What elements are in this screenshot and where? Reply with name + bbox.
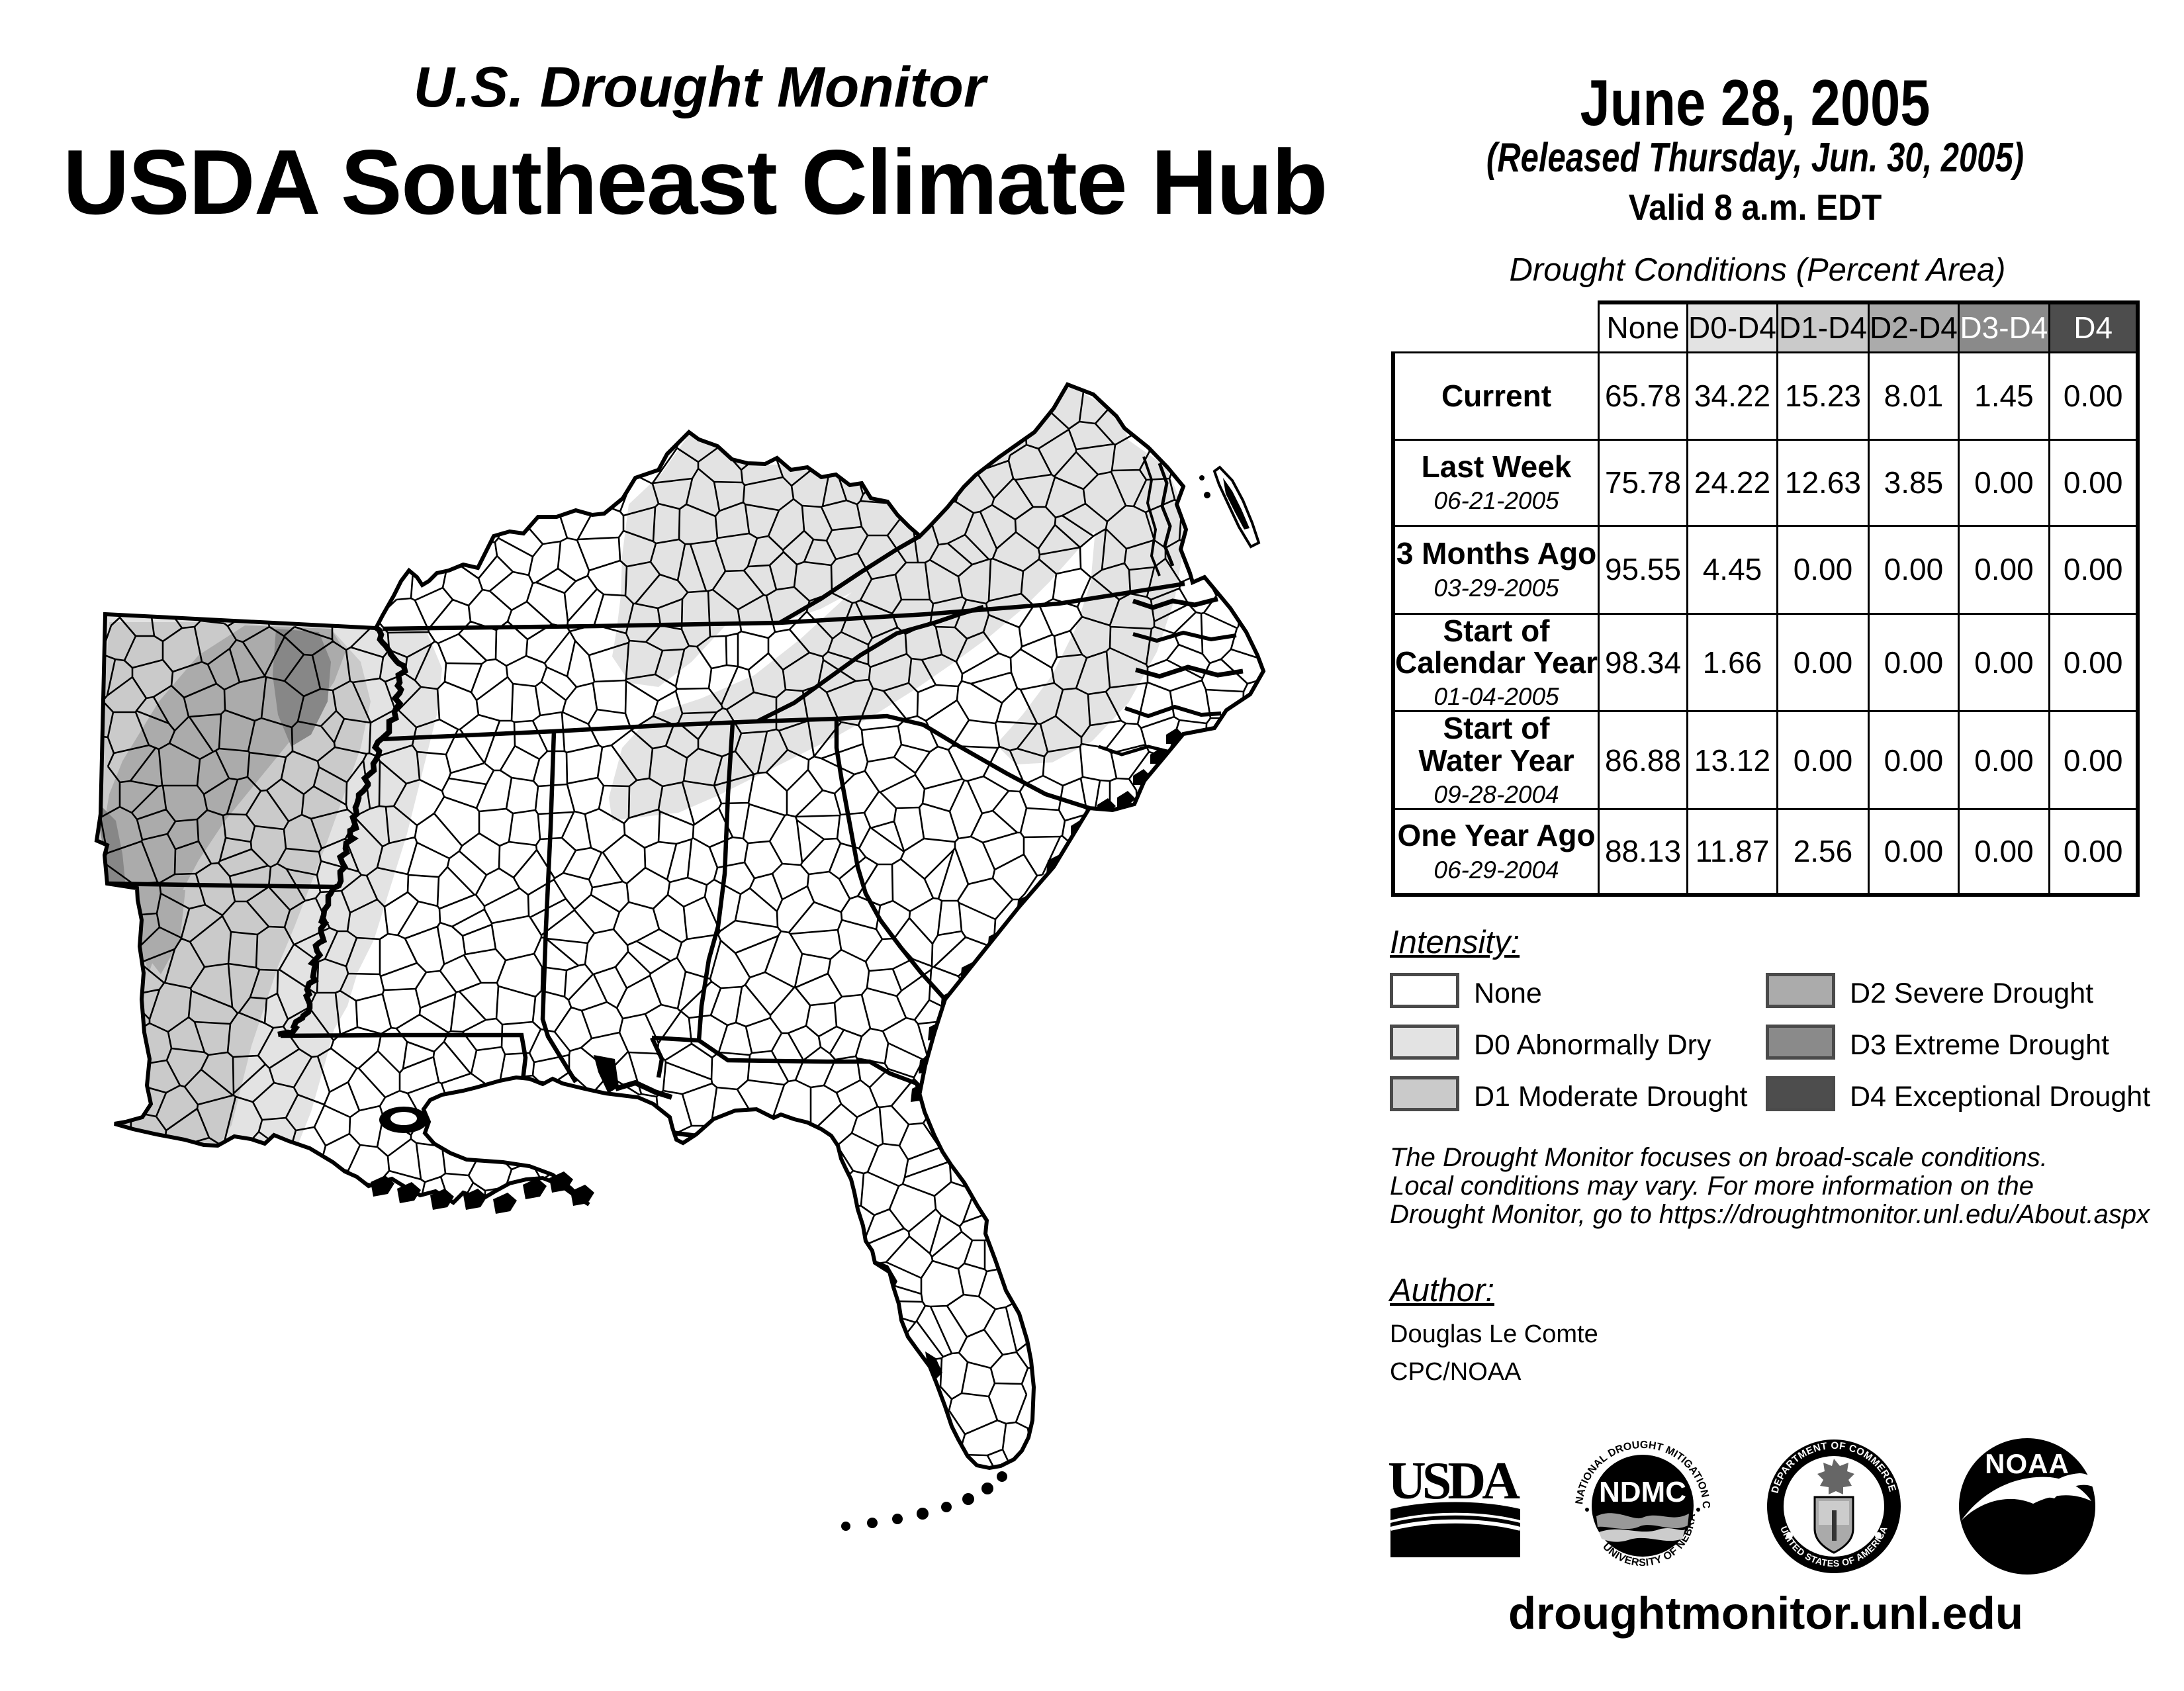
svg-text:NOAA: NOAA (1985, 1448, 2070, 1479)
svg-text:USDA: USDA (1389, 1456, 1520, 1510)
svg-text:NDMC: NDMC (1599, 1476, 1686, 1508)
